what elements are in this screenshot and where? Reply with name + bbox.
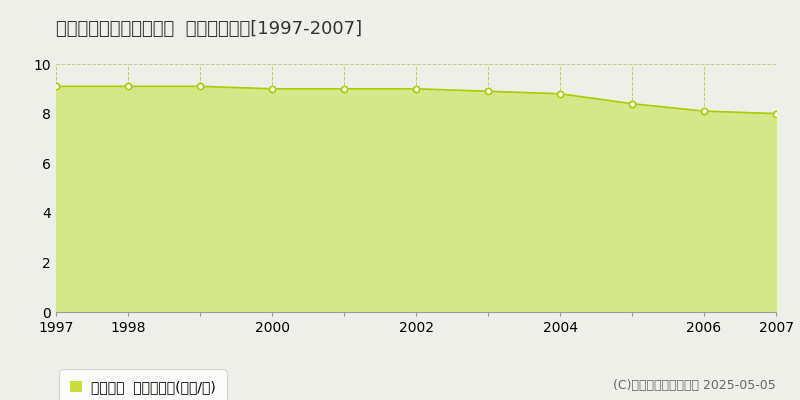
Legend: 基準地価  平均坪単価(万円/坪): 基準地価 平均坪単価(万円/坪) [63, 374, 222, 400]
Text: (C)土地価格ドットコム 2025-05-05: (C)土地価格ドットコム 2025-05-05 [614, 379, 776, 392]
Text: 中川郡幕別町札内若草町  基準地価推移[1997-2007]: 中川郡幕別町札内若草町 基準地価推移[1997-2007] [56, 20, 362, 38]
